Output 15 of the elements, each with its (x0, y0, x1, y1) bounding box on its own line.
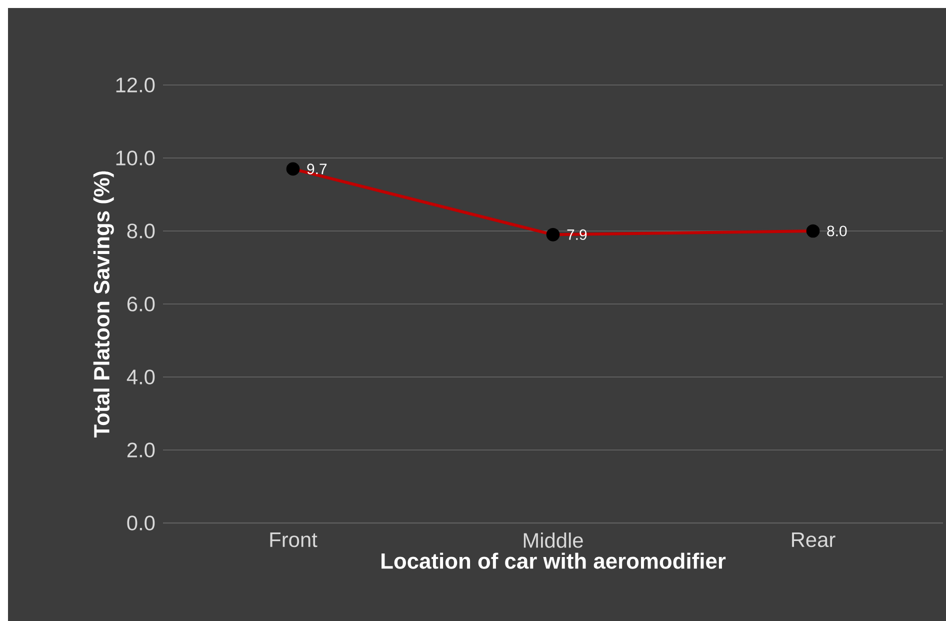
y-tick-label: 6.0 (127, 296, 155, 312)
y-axis-title: Total Platoon Savings (%) (93, 171, 114, 438)
x-tick-label: Front (270, 532, 318, 548)
data-label: 7.9 (567, 229, 587, 240)
y-tick-label: 8.0 (127, 224, 155, 238)
x-axis-title: Location of car with aeromodifier (382, 552, 726, 569)
y-tick-label: 12.0 (116, 78, 155, 92)
data-label: 8.0 (827, 226, 847, 236)
x-tick-label: Rear (792, 532, 836, 548)
data-label: 9.7 (307, 164, 327, 174)
y-tick-label: 4.0 (126, 370, 155, 384)
x-tick-label: Middle (524, 532, 583, 548)
y-tick-label: 10.0 (116, 150, 155, 166)
y-tick-label: 2.0 (127, 442, 155, 458)
y-tick-label: 0.0 (127, 516, 155, 530)
